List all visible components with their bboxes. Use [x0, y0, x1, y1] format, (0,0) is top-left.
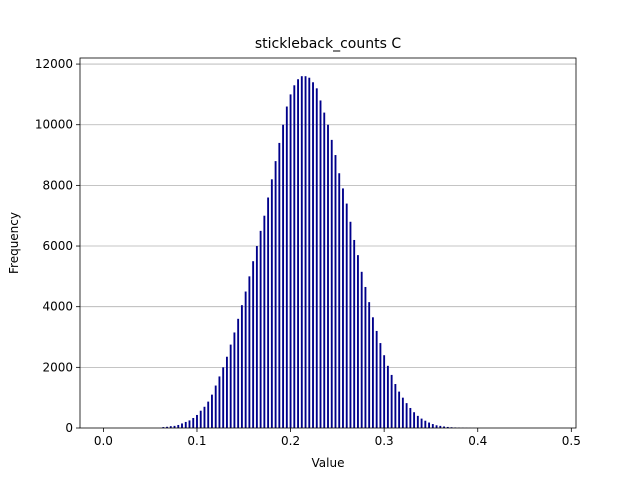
histogram-bar	[316, 88, 318, 428]
histogram-bar	[406, 403, 408, 428]
chart-title: stickleback_counts C	[255, 36, 401, 52]
histogram-bar	[233, 332, 235, 428]
histogram-bar	[219, 376, 221, 428]
histogram-bar	[368, 302, 370, 428]
x-tick-label: 0.1	[187, 434, 206, 448]
histogram-bar	[387, 366, 389, 428]
histogram-bar	[297, 79, 299, 428]
histogram-bar	[312, 82, 314, 428]
histogram-bar	[376, 331, 378, 428]
histogram-bar	[290, 94, 292, 428]
histogram-bar	[413, 412, 415, 428]
y-tick-label: 0	[65, 421, 73, 435]
histogram-bar	[383, 355, 385, 428]
histogram-bar	[192, 418, 194, 428]
histogram-bar	[245, 292, 247, 428]
histogram-bar	[421, 419, 423, 428]
histogram-bar	[338, 173, 340, 428]
histogram-bar	[286, 107, 288, 428]
histogram-bar	[402, 398, 404, 428]
histogram-bar	[357, 255, 359, 428]
x-tick-label: 0.4	[468, 434, 487, 448]
histogram-bar	[364, 287, 366, 428]
y-tick-label: 10000	[35, 118, 73, 132]
histogram-bar	[327, 125, 329, 428]
histogram-bar	[417, 416, 419, 428]
histogram-bar	[335, 155, 337, 428]
histogram-bar	[215, 386, 217, 428]
histogram-bar	[436, 425, 438, 428]
histogram-bar	[320, 100, 322, 428]
histogram-bar	[181, 423, 183, 428]
histogram-bar	[372, 317, 374, 428]
histogram-bar	[248, 276, 250, 428]
histogram-bar	[409, 408, 411, 428]
histogram-bar	[394, 384, 396, 428]
histogram-bar	[252, 261, 254, 428]
histogram-bar	[428, 423, 430, 428]
x-axis-label: Value	[312, 456, 345, 470]
y-tick-label: 4000	[42, 300, 73, 314]
histogram-bar	[346, 204, 348, 428]
histogram-bar	[350, 222, 352, 428]
histogram-bar	[331, 140, 333, 428]
histogram-bar	[424, 421, 426, 428]
histogram-bar	[379, 343, 381, 428]
histogram-bar	[222, 367, 224, 428]
histogram-bar	[196, 415, 198, 428]
x-tick-label: 0.0	[94, 434, 113, 448]
y-tick-label: 8000	[42, 178, 73, 192]
x-tick-label: 0.5	[562, 434, 581, 448]
histogram-bar	[432, 424, 434, 428]
x-tick-label: 0.3	[375, 434, 394, 448]
histogram-bar	[282, 125, 284, 428]
histogram-bar	[260, 231, 262, 428]
histogram-bar	[275, 161, 277, 428]
histogram-bar	[185, 422, 187, 428]
histogram-bar	[177, 425, 179, 428]
histogram-bar	[267, 198, 269, 428]
y-tick-label: 2000	[42, 360, 73, 374]
x-tick-label: 0.2	[281, 434, 300, 448]
y-tick-label: 12000	[35, 57, 73, 71]
histogram-bar	[207, 402, 209, 428]
histogram-bar	[237, 319, 239, 428]
histogram-bar	[241, 305, 243, 428]
histogram-bar	[398, 392, 400, 428]
histogram-bar	[211, 395, 213, 428]
histogram-bar	[271, 179, 273, 428]
histogram-bar	[391, 375, 393, 428]
histogram-bar	[301, 76, 303, 428]
histogram-bar	[361, 272, 363, 428]
histogram-bar	[342, 188, 344, 428]
histogram-bar	[189, 420, 191, 428]
histogram-bar	[256, 246, 258, 428]
histogram-bar	[204, 407, 206, 428]
histogram-bar	[226, 357, 228, 428]
histogram-bar	[323, 113, 325, 428]
y-axis-label: Frequency	[7, 212, 21, 274]
histogram-bar	[200, 411, 202, 428]
y-tick-label: 6000	[42, 239, 73, 253]
histogram-bar	[305, 76, 307, 428]
histogram-bar	[263, 216, 265, 428]
histogram-bar	[308, 78, 310, 428]
histogram-bar	[353, 240, 355, 428]
histogram-bar	[278, 143, 280, 428]
histogram-bar	[230, 345, 232, 428]
histogram-bar	[293, 85, 295, 428]
